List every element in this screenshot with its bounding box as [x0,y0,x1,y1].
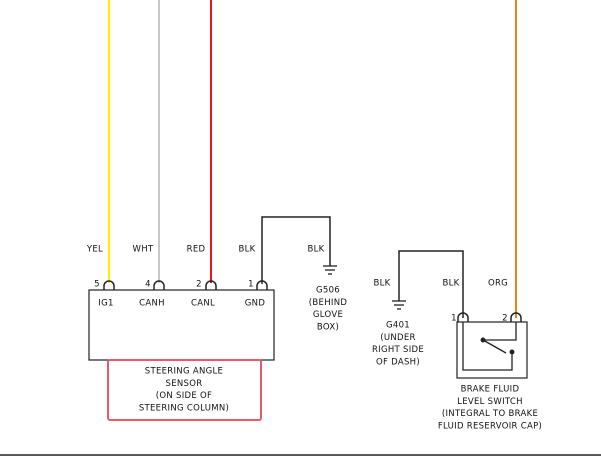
ground-label: G401 [386,321,410,331]
ground-label: G506 [316,286,340,296]
switch-label: LEVEL SWITCH [457,397,523,407]
ground-label: (UNDER [380,333,416,343]
switch-label: FLUID RESERVOIR CAP) [438,421,542,431]
pin-number: 1 [451,314,457,324]
pin-number: 2 [196,280,202,290]
sensor-label: SENSOR [166,379,203,389]
ground-label: GLOVE [313,310,343,320]
pin-number: 4 [145,280,151,290]
wire-label: WHT [133,245,154,255]
ground-label: OF DASH) [376,357,420,367]
wire-label: ORG [488,279,508,289]
pin-name: CANL [191,299,215,309]
wire-label: BLK [238,245,255,255]
ground-label: (BEHIND [309,298,348,308]
sensor-label: (ON SIDE OF [156,391,212,401]
sensor-label: STEERING COLUMN) [139,403,229,413]
sensor-label: STEERING ANGLE [145,367,223,377]
pin-name: CANH [139,299,165,309]
wire-label: BLK [307,245,324,255]
switch-symbol [462,322,517,371]
pin-name: IG1 [98,299,113,309]
ground-symbol [323,265,406,310]
wire-blk [261,216,331,284]
wire-label: YEL [86,245,103,255]
switch-label: BRAKE FLUID [461,385,520,395]
pin-number: 1 [248,280,254,290]
switch-label: (INTEGRAL TO BRAKE [442,409,538,419]
wire-label: BLK [442,279,459,289]
wire-label: BLK [373,279,390,289]
ground-label: BOX) [317,322,339,332]
switch-box [456,321,528,379]
wire-blk [398,250,464,318]
pin-number: 5 [94,280,100,290]
highlight-box [107,359,262,421]
pin-name: GND [245,299,266,309]
wire-label: RED [187,245,206,255]
terminals [103,280,522,322]
pin-number: 2 [502,314,508,324]
labels: STEERING ANGLE SENSOR (ON SIDE OF STEERING … [139,286,542,432]
ground-label: RIGHT SIDE [372,345,424,355]
